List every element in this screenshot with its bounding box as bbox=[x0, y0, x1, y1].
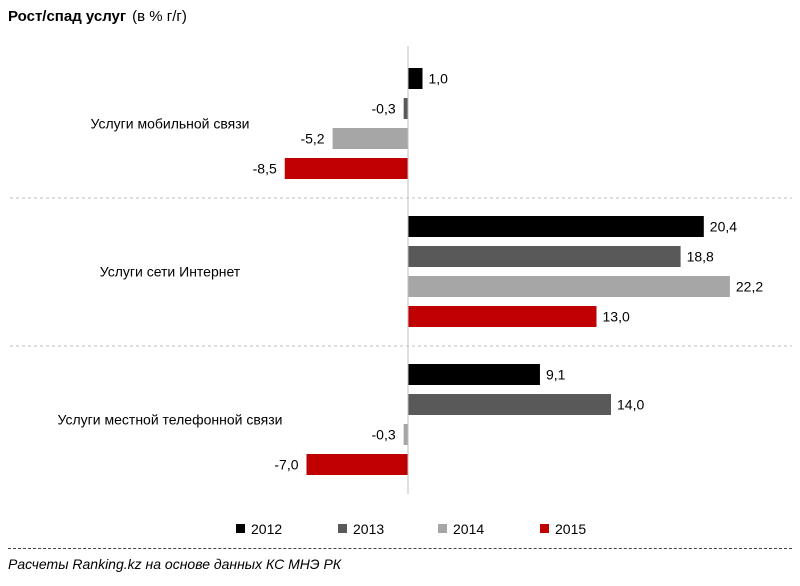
data-label-2014-2: 22,2 bbox=[736, 279, 763, 295]
bar-2015-2 bbox=[408, 306, 597, 327]
category-label-2: Услуги сети Интернет bbox=[100, 264, 241, 280]
data-label-2012-2: 20,4 bbox=[710, 219, 737, 235]
data-label-2013-1: -0,3 bbox=[372, 101, 396, 117]
chart-title-main: Рост/спад услуг bbox=[8, 8, 127, 25]
data-label-2015-1: -8,5 bbox=[253, 161, 277, 177]
bar-2012-1 bbox=[408, 68, 423, 89]
bar-2015-3 bbox=[306, 454, 408, 475]
data-label-2014-1: -5,2 bbox=[300, 131, 324, 147]
chart-title: Рост/спад услуг (в % г/г) bbox=[8, 8, 187, 25]
bar-2013-2 bbox=[408, 246, 681, 267]
bar-2014-2 bbox=[408, 276, 730, 297]
legend-swatch-2015 bbox=[540, 524, 549, 533]
source-note: Расчеты Ranking.kz на основе данных КС М… bbox=[8, 556, 342, 572]
bar-2015-1 bbox=[284, 158, 408, 179]
data-label-2014-3: -0,3 bbox=[372, 427, 396, 443]
bar-2014-3 bbox=[403, 424, 408, 445]
category-label-1: Услуги мобильной связи bbox=[91, 116, 250, 132]
footer-divider bbox=[8, 548, 792, 549]
data-label-2015-2: 13,0 bbox=[603, 309, 630, 325]
data-label-2015-3: -7,0 bbox=[274, 457, 298, 473]
legend-label-2012: 2012 bbox=[251, 521, 282, 537]
data-label-2013-3: 14,0 bbox=[617, 397, 644, 413]
bar-2012-2 bbox=[408, 216, 704, 237]
legend-swatch-2012 bbox=[236, 524, 245, 533]
legend-label-2013: 2013 bbox=[353, 521, 384, 537]
bar-2013-1 bbox=[403, 98, 408, 119]
legend-label-2015: 2015 bbox=[555, 521, 586, 537]
chart-subtitle: (в % г/г) bbox=[132, 8, 187, 25]
category-label-3: Услуги местной телефонной связи bbox=[58, 412, 283, 428]
legend-swatch-2013 bbox=[338, 524, 347, 533]
bar-2012-3 bbox=[408, 364, 540, 385]
data-label-2013-2: 18,8 bbox=[687, 249, 714, 265]
data-label-2012-1: 1,0 bbox=[429, 71, 449, 87]
bar-2013-3 bbox=[408, 394, 611, 415]
bar-2014-1 bbox=[332, 128, 408, 149]
legend-swatch-2014 bbox=[438, 524, 447, 533]
data-label-2012-3: 9,1 bbox=[546, 367, 566, 383]
legend-label-2014: 2014 bbox=[453, 521, 484, 537]
